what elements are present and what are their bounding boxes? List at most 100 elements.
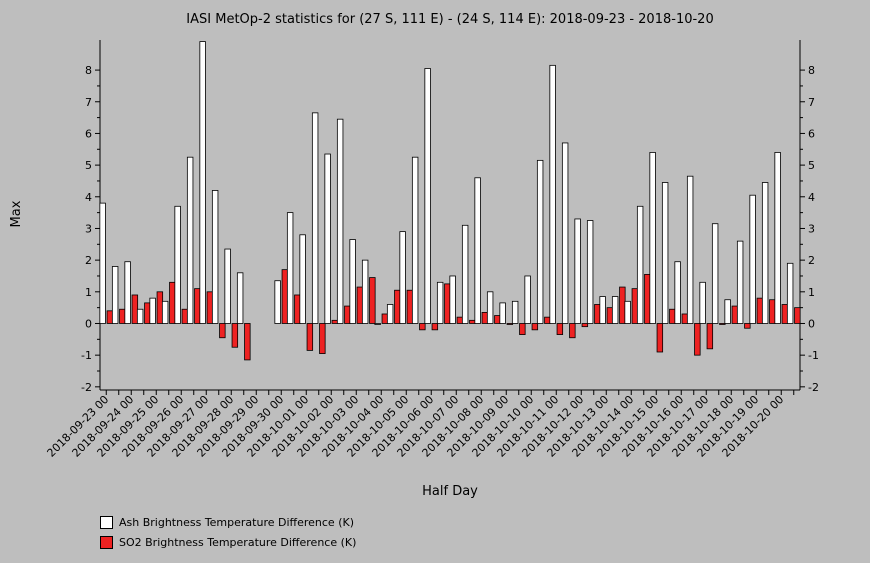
bar-ash [736, 240, 744, 324]
bar-so2 [744, 323, 751, 329]
bar-ash [536, 159, 544, 324]
bar-so2 [581, 323, 589, 328]
bar-ash [286, 212, 294, 324]
bar-so2 [419, 323, 426, 331]
y-axis-label: Max [9, 200, 24, 227]
bar-so2 [294, 294, 301, 324]
bar-so2 [156, 291, 164, 324]
bar-ash [111, 266, 119, 324]
bar-so2 [119, 308, 126, 324]
bar-so2 [619, 286, 626, 324]
bar-so2 [456, 316, 464, 324]
bar-so2 [606, 307, 614, 324]
bar-ash [586, 220, 594, 324]
bar-so2 [756, 297, 764, 324]
y-tick-label-left: 0 [85, 317, 92, 330]
y-tick-label-right: 2 [808, 254, 815, 267]
bar-ash [436, 281, 444, 324]
y-tick-label-left: 8 [85, 64, 92, 77]
bar-ash [224, 248, 231, 324]
y-tick-label-right: -1 [808, 349, 819, 362]
bars [99, 41, 801, 361]
bar-ash [474, 177, 481, 324]
bar-so2 [794, 307, 801, 324]
bar-so2 [331, 319, 339, 324]
bar-so2 [631, 288, 639, 324]
y-tick-label-left: -2 [81, 381, 92, 394]
bar-ash [686, 175, 694, 324]
legend-swatch-so2 [100, 535, 113, 549]
bar-so2 [131, 294, 139, 324]
bar-so2 [369, 277, 376, 324]
bar-so2 [144, 302, 151, 324]
bar-so2 [106, 310, 114, 324]
bar-ash [99, 202, 106, 324]
legend-label-so2: SO2 Brightness Temperature Difference (K… [119, 535, 357, 549]
bar-ash [211, 190, 219, 324]
y-tick-label-left: 4 [85, 191, 92, 204]
y-tick-label-left: 1 [85, 286, 92, 299]
bar-ash [524, 275, 531, 324]
bar-so2 [319, 323, 326, 354]
y-tick-label-right: 7 [808, 96, 815, 109]
bar-ash [624, 300, 631, 324]
bar-ash [311, 112, 319, 324]
bar-so2 [556, 323, 564, 335]
bar-ash [236, 272, 244, 324]
y-tick-label-right: 0 [808, 317, 815, 330]
y-tick-label-left: -1 [81, 349, 92, 362]
bar-so2 [219, 323, 226, 339]
bar-so2 [431, 323, 439, 331]
legend-item-ash: Ash Brightness Temperature Difference (K… [100, 512, 356, 532]
bar-so2 [406, 289, 414, 324]
bar-ash [449, 275, 456, 324]
y-tick-label-right: 6 [808, 127, 815, 140]
legend: Ash Brightness Temperature Difference (K… [100, 512, 356, 552]
bar-so2 [781, 304, 789, 324]
bar-so2 [706, 323, 714, 350]
legend-label-ash: Ash Brightness Temperature Difference (K… [119, 515, 354, 529]
bar-so2 [469, 319, 476, 324]
bar-so2 [444, 283, 451, 324]
bar-ash [274, 280, 281, 324]
y-tick-label-right: 8 [808, 64, 815, 77]
bar-so2 [669, 308, 676, 324]
bar-ash [636, 205, 644, 324]
bar-ash [649, 152, 656, 324]
legend-item-so2: SO2 Brightness Temperature Difference (K… [100, 532, 356, 552]
bar-so2 [244, 323, 251, 361]
bar-ash [761, 182, 769, 324]
bar-ash [161, 300, 169, 324]
bar-so2 [306, 323, 314, 351]
y-tick-label-right: -2 [808, 381, 819, 394]
bar-ash [324, 153, 331, 324]
bar-so2 [181, 308, 189, 324]
bar-so2 [644, 273, 651, 324]
bar-so2 [656, 323, 664, 353]
bar-ash [349, 239, 356, 324]
bar-ash [149, 297, 156, 324]
y-tick-label-right: 1 [808, 286, 815, 299]
bar-ash [699, 281, 706, 324]
bar-ash [749, 194, 756, 324]
bar-so2 [769, 299, 776, 324]
bar-so2 [206, 291, 214, 324]
legend-swatch-ash [100, 515, 113, 529]
bar-ash [424, 68, 431, 324]
y-tick-label-right: 3 [808, 222, 815, 235]
y-tick-label-right: 5 [808, 159, 815, 172]
bar-so2 [394, 289, 401, 324]
bar-ash [711, 223, 719, 324]
bar-ash [674, 261, 681, 324]
bar-so2 [694, 323, 701, 356]
y-tick-label-left: 3 [85, 222, 92, 235]
bar-so2 [494, 315, 501, 324]
bar-so2 [194, 288, 201, 324]
bar-so2 [719, 323, 726, 325]
bar-ash [411, 156, 419, 324]
bar-so2 [519, 323, 526, 335]
bar-ash [124, 261, 131, 324]
bar-ash [199, 41, 206, 324]
bar-ash [574, 218, 581, 324]
